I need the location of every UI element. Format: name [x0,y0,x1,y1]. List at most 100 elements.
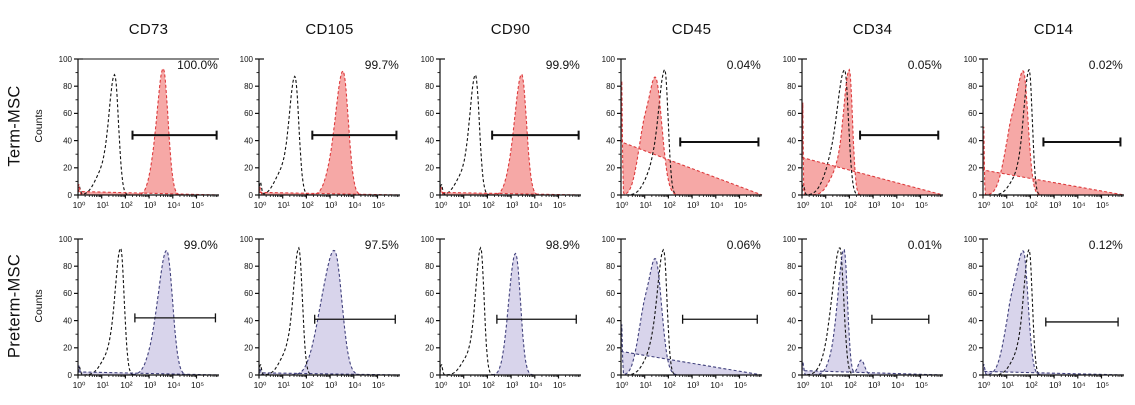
axes [979,58,1124,199]
x-tick-label: 10³ [1049,380,1061,390]
x-tick-label: 10¹ [640,380,652,390]
row-preterm-msc: Preterm-MSC Counts 0 20 40 60 80 100 10⁰ 10¹ 10²… [0,225,1135,405]
y-tick-label: 40 [787,136,796,145]
axes [74,238,219,379]
row-label-col-preterm: Preterm-MSC Counts [0,225,48,405]
axes [436,238,581,379]
x-tick-label: 10⁰ [616,200,629,210]
x-tick-label: 10⁰ [435,200,448,210]
x-tick-label: 10⁵ [372,200,385,210]
sample-histogram-fill [621,258,762,375]
x-tick-label: 10² [301,200,313,210]
y-tick-label: 40 [606,136,615,145]
column-title-cd105: CD105 [305,21,354,38]
sample-histogram-fill [259,250,400,375]
y-tick-label: 20 [787,164,796,173]
sample-histogram-fill [621,77,762,195]
y-axis-label-counts-term: Counts [33,109,45,143]
x-tick-label: 10⁰ [73,200,86,210]
sample-histogram-outline [620,76,763,196]
y-tick-label: 60 [425,109,434,118]
y-tick-label: 80 [787,262,796,271]
y-tick-label: 60 [968,109,977,118]
percent-positive-label: 0.04% [727,58,761,72]
percent-positive-label: 98.9% [546,238,580,252]
x-tick-label: 10¹ [640,200,652,210]
y-tick-label: 20 [63,344,72,353]
y-tick-label: 0 [68,191,73,200]
x-tick-label: 10² [301,380,313,390]
y-tick-label: 20 [244,344,253,353]
percent-positive-label: 100.0% [177,58,218,72]
x-tick-label: 10¹ [821,380,833,390]
row-term-msc: Term-MSC Counts 0 20 40 60 80 100 10⁰ 10¹ 10² 10³… [0,45,1135,225]
x-tick-label: 10³ [868,200,880,210]
sample-histogram-outline [982,70,1125,196]
x-tick-label: 10⁵ [553,200,566,210]
y-tick-label: 20 [425,164,434,173]
x-tick-label: 10⁴ [1072,200,1085,210]
axes [798,58,943,199]
x-tick-label: 10⁴ [891,380,904,390]
column-title-cd90: CD90 [490,21,531,38]
column-title-cd73: CD73 [128,21,169,38]
x-tick-label: 10⁵ [915,380,928,390]
y-tick-label: 0 [792,191,797,200]
y-tick-label: 60 [606,289,615,298]
y-tick-label: 100 [964,235,978,244]
y-tick-label: 80 [425,262,434,271]
x-tick-label: 10⁰ [73,380,86,390]
sample-histogram-fill [802,249,943,375]
sample-histogram-fill [259,71,400,195]
y-tick-label: 80 [63,262,72,271]
x-tick-label: 10² [482,200,494,210]
x-tick-label: 10² [663,200,675,210]
percent-positive-label: 99.7% [365,58,399,72]
x-tick-label: 10³ [144,380,156,390]
positivity-gate [1045,317,1119,327]
y-tick-label: 20 [968,164,977,173]
x-tick-label: 10⁰ [797,380,810,390]
y-tick-label: 100 [240,55,254,64]
histogram-panel-cd73-term: 0 20 40 60 80 100 10⁰ 10¹ 10² 10³ 10⁴ 10⁵ 100.0% [59,55,220,210]
x-tick-label: 10³ [325,200,337,210]
x-tick-label: 10¹ [459,380,471,390]
positivity-gate [871,314,930,324]
x-tick-label: 10³ [144,200,156,210]
y-tick-label: 0 [973,191,978,200]
histogram-panel-cd73-preterm: 0 20 40 60 80 100 10⁰ 10¹ 10² 10³ 10⁴ 10⁵ 99.0% [59,235,220,390]
x-tick-label: 10⁵ [915,200,928,210]
y-tick-label: 100 [59,235,73,244]
x-tick-label: 10³ [687,200,699,210]
y-tick-label: 0 [973,371,978,380]
histogram-panel-cd14-term: 0 20 40 60 80 100 10⁰ 10¹ 10² 10³ 10⁴ 10⁵ 0.02% [964,55,1125,210]
y-tick-label: 20 [606,164,615,173]
y-tick-label: 60 [787,109,796,118]
x-tick-label: 10⁵ [553,380,566,390]
column-title-cd34: CD34 [852,21,893,38]
y-tick-label: 60 [63,289,72,298]
x-tick-label: 10² [844,200,856,210]
positivity-gate [679,137,760,147]
y-tick-label: 20 [63,164,72,173]
y-tick-label: 80 [968,262,977,271]
x-tick-label: 10² [120,200,132,210]
y-tick-label: 40 [244,136,253,145]
x-tick-label: 10⁰ [978,200,991,210]
x-tick-label: 10⁵ [734,200,747,210]
histogram-panel-cd45-preterm: 0 20 40 60 80 100 10⁰ 10¹ 10² 10³ 10⁴ 10⁵ 0.06% [602,235,763,390]
histogram-panel-cd90-term: 0 20 40 60 80 100 10⁰ 10¹ 10² 10³ 10⁴ 10⁵ 99.9% [421,55,582,210]
axes [617,238,762,379]
positivity-gate [681,314,758,324]
y-tick-label: 80 [63,82,72,91]
x-tick-label: 10⁰ [797,200,810,210]
y-tick-label: 0 [611,371,616,380]
percent-positive-label: 0.06% [727,238,761,252]
x-tick-label: 10⁵ [372,380,385,390]
y-tick-label: 0 [430,371,435,380]
y-tick-label: 80 [244,262,253,271]
axes [798,238,943,379]
x-tick-label: 10¹ [821,200,833,210]
y-tick-label: 40 [244,316,253,325]
percent-positive-label: 0.12% [1089,238,1123,252]
